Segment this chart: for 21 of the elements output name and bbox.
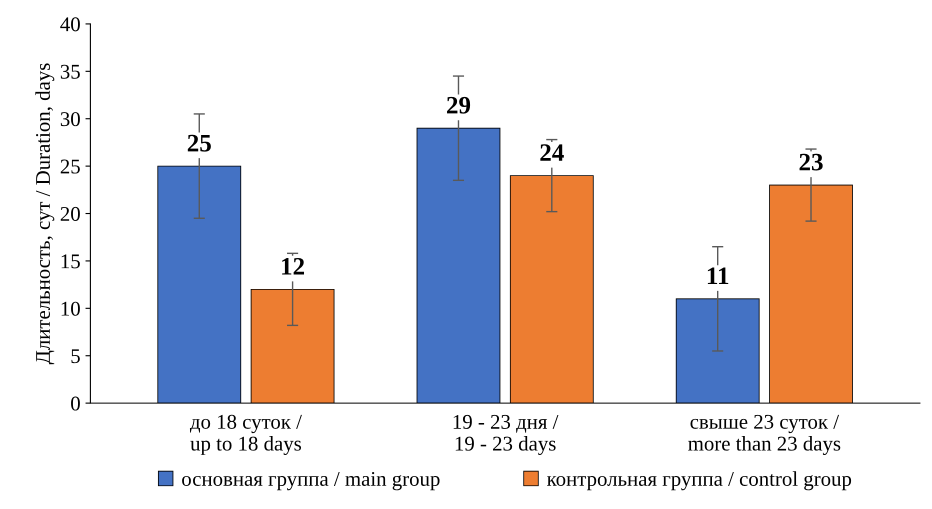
legend-label: контрольная группа / control group — [547, 471, 852, 490]
data-label: 23 — [800, 154, 823, 171]
y-tick-label: 30 — [60, 112, 80, 126]
y-tick-label: 20 — [60, 206, 80, 221]
x-tick-label: 19 - 23 дня / 19 - 23 days — [454, 414, 558, 455]
x-tick-label: до 18 суток / up to 18 days — [190, 414, 302, 455]
y-tick-label: 10 — [62, 302, 80, 316]
y-tick-label: 40 — [60, 17, 80, 32]
x-tick-label: свыше 23 суток / more than 23 days — [688, 414, 840, 455]
y-tick-label: 5 — [71, 349, 80, 364]
data-label: 11 — [708, 268, 728, 284]
y-tick-label: 25 — [60, 160, 80, 174]
y-tick-label: 0 — [71, 396, 80, 411]
y-tick-label: 15 — [62, 254, 80, 268]
data-label: 29 — [447, 96, 470, 114]
data-label: 12 — [282, 258, 304, 275]
legend-label: основная группа / main group — [182, 472, 440, 490]
y-axis-title: Длительность, сут / Duration, days — [35, 63, 54, 364]
data-label: 25 — [188, 134, 211, 152]
y-tick-label: 35 — [60, 64, 80, 79]
data-label: 24 — [540, 144, 564, 161]
